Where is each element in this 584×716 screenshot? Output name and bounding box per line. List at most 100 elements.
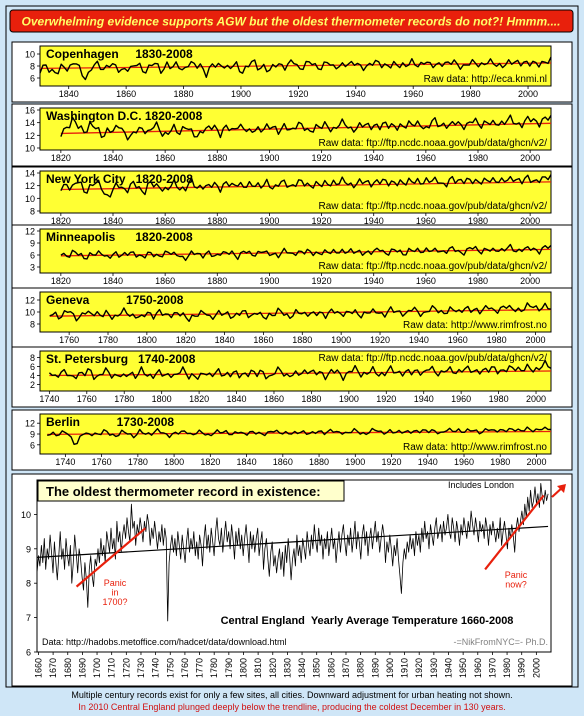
annotation-right-line: Panic [505, 570, 528, 580]
y-tick-label: 6 [30, 74, 35, 84]
y-tick-label: 16 [25, 106, 35, 116]
outer-frame [5, 5, 579, 688]
y-tick-label: 8 [30, 62, 35, 72]
y-tick-label: 8 [30, 353, 35, 363]
big-chart-credit: -=NikFromNYC=- Ph.D. [453, 637, 548, 647]
x-tick-label: 1840 [103, 276, 123, 286]
big-x-tick-label: 1800 [238, 658, 248, 678]
big-x-tick-label: 1810 [253, 658, 263, 678]
x-tick-label: 1880 [309, 457, 329, 467]
x-tick-label: 1880 [301, 394, 321, 404]
x-tick-label: 1880 [207, 153, 227, 163]
x-tick-label: 1780 [98, 335, 118, 345]
big-chart-note: Includes London [448, 480, 514, 490]
big-x-tick-label: 1920 [414, 658, 424, 678]
big-x-tick-label: 1970 [487, 658, 497, 678]
x-tick-label: 1820 [176, 335, 196, 345]
x-tick-label: 1880 [207, 276, 227, 286]
x-tick-label: 1900 [345, 457, 365, 467]
big-x-tick-label: 1980 [502, 658, 512, 678]
x-tick-label: 1760 [77, 394, 97, 404]
y-tick-label: 12 [25, 181, 35, 191]
x-tick-label: 1800 [137, 335, 157, 345]
big-x-tick-label: 1930 [429, 658, 439, 678]
plot-area [39, 413, 552, 455]
trend-line [39, 62, 552, 70]
x-tick-label: 1820 [51, 153, 71, 163]
x-tick-label: 1860 [264, 394, 284, 404]
footer-note: Multiple century records exist for only … [71, 690, 512, 700]
x-tick-label: 1740 [39, 394, 59, 404]
y-tick-label: 10 [25, 194, 35, 204]
x-tick-label: 1740 [55, 457, 75, 467]
y-tick-label: 14 [25, 118, 35, 128]
x-tick-label: 1960 [451, 394, 471, 404]
x-tick-label: 1860 [155, 153, 175, 163]
x-tick-label: 1840 [237, 457, 257, 467]
big-x-tick-label: 1670 [48, 658, 58, 678]
big-chart-source: Data: http://hadobs.metoffice.com/hadcet… [42, 637, 286, 647]
big-x-tick-label: 1880 [356, 658, 366, 678]
x-tick-label: 1880 [207, 216, 227, 226]
big-series-line [36, 483, 549, 622]
big-x-tick-label: 1750 [165, 658, 175, 678]
big-x-tick-label: 1730 [136, 658, 146, 678]
panel-title: Washington D.C. 1820-2008 [46, 109, 203, 123]
big-x-tick-label: 1710 [107, 658, 117, 678]
x-tick-label: 2000 [518, 89, 538, 99]
x-tick-label: 1820 [51, 276, 71, 286]
x-tick-label: 1920 [376, 394, 396, 404]
big-x-tick-label: 1820 [268, 658, 278, 678]
x-tick-label: 1900 [259, 276, 279, 286]
big-x-tick-label: 1790 [224, 658, 234, 678]
panel-title: Copenhagen 1830-2008 [46, 47, 193, 61]
x-tick-label: 1860 [155, 216, 175, 226]
plot-area [39, 170, 552, 214]
series-line [47, 426, 552, 445]
x-tick-label: 1820 [51, 216, 71, 226]
big-y-tick-label: 6 [26, 648, 31, 658]
big-x-tick-label: 1940 [443, 658, 453, 678]
big-x-tick-label: 1700 [92, 658, 102, 678]
panel-title: Minneapolis 1820-2008 [46, 230, 193, 244]
x-tick-label: 1920 [370, 335, 390, 345]
y-tick-label: 10 [25, 144, 35, 154]
big-x-tick-label: 1900 [385, 658, 395, 678]
x-tick-label: 1760 [92, 457, 112, 467]
big-x-tick-label: 1720 [121, 658, 131, 678]
big-y-tick-label: 7 [26, 613, 31, 623]
y-tick-label: 9 [30, 239, 35, 249]
y-tick-label: 10 [25, 50, 35, 60]
panel-title: Geneva 1750-2008 [46, 293, 184, 307]
series-line [60, 243, 552, 262]
x-tick-label: 1800 [164, 457, 184, 467]
big-x-tick-label: 1910 [400, 658, 410, 678]
big-x-tick-label: 1860 [326, 658, 336, 678]
x-tick-label: 1900 [259, 216, 279, 226]
x-tick-label: 1860 [155, 276, 175, 286]
panel-source: Raw data: ftp://ftp.ncdc.noaa.gov/pub/da… [319, 138, 548, 149]
x-tick-label: 1940 [346, 89, 366, 99]
panel-source: Raw data: ftp://ftp.ncdc.noaa.gov/pub/da… [319, 201, 548, 212]
x-tick-label: 1900 [331, 335, 351, 345]
y-tick-label: 6 [30, 440, 35, 450]
panel-source: Raw data: http://www.rimfrost.no [403, 442, 547, 453]
x-tick-label: 1940 [364, 153, 384, 163]
big-y-tick-label: 10 [21, 510, 31, 520]
big-chart-subtitle: Central England Yearly Average Temperatu… [221, 615, 514, 627]
big-title-box [37, 480, 345, 502]
x-tick-label: 1920 [382, 457, 402, 467]
big-x-tick-label: 1950 [458, 658, 468, 678]
x-tick-label: 1860 [253, 335, 273, 345]
x-tick-label: 1940 [409, 335, 429, 345]
x-tick-label: 1780 [128, 457, 148, 467]
x-tick-label: 1980 [487, 335, 507, 345]
big-x-tick-label: 1870 [341, 658, 351, 678]
footer-warning: In 2010 Central England plunged deeply b… [78, 702, 505, 712]
y-tick-label: 4 [30, 371, 35, 381]
left-panic-trend [75, 527, 147, 588]
panel-title: New York City 1820-2008 [46, 172, 193, 186]
big-x-tick-label: 1780 [209, 658, 219, 678]
y-tick-label: 12 [25, 227, 35, 237]
x-tick-label: 1900 [259, 153, 279, 163]
